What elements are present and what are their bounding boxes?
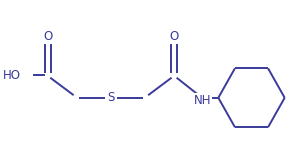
Text: O: O [170,30,179,43]
Text: NH: NH [194,94,211,107]
Text: S: S [107,91,115,104]
Text: HO: HO [3,69,21,82]
Text: O: O [43,30,52,43]
